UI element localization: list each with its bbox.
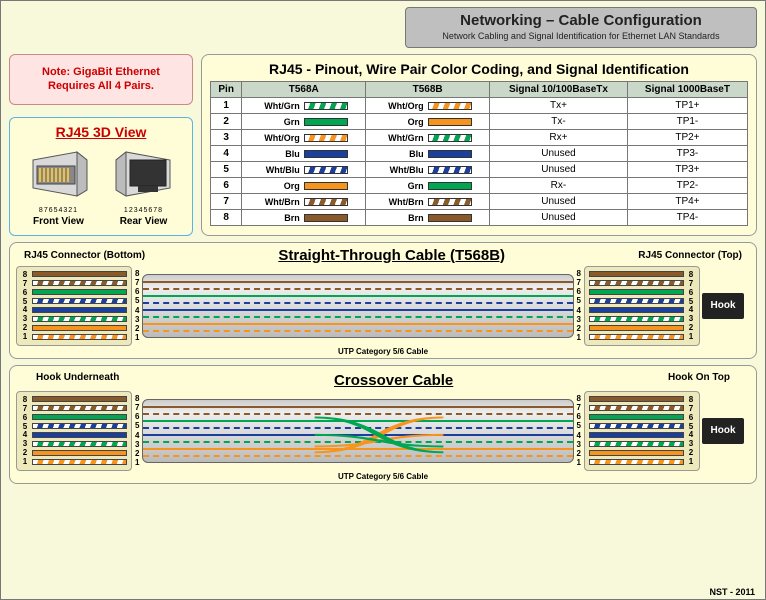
- rj45-connector: 87654321: [584, 391, 700, 471]
- table-row: 3Wht/OrgWht/GrnRx+TP2+: [211, 130, 748, 146]
- crossover-right-label: Hook On Top: [668, 372, 730, 389]
- rj45-front-icon: [27, 146, 91, 202]
- rj45-front-view: 87654321 Front View: [27, 146, 91, 227]
- pinout-table: PinT568AT568BSignal 10/100BaseTxSignal 1…: [210, 81, 748, 226]
- table-row: 1Wht/GrnWht/OrgTx+TP1+: [211, 98, 748, 114]
- table-header: T568A: [242, 82, 366, 98]
- rj45-connector: 87654321: [16, 266, 132, 346]
- straight-left-label: RJ45 Connector (Bottom): [24, 250, 145, 261]
- crossover-tube-label: UTP Category 5/6 Cable: [16, 472, 750, 481]
- hook-label: Hook: [702, 293, 744, 319]
- table-row: 6OrgGrnRx-TP2-: [211, 178, 748, 194]
- rj45-rear-icon: [112, 146, 176, 202]
- table-row: 8BrnBrnUnusedTP4-: [211, 210, 748, 226]
- rear-view-label: Rear View: [112, 216, 176, 227]
- table-row: 2GrnOrgTx-TP1-: [211, 114, 748, 130]
- cable-tube: [142, 274, 573, 338]
- table-header: Pin: [211, 82, 242, 98]
- crossover-section: Hook Underneath Crossover Cable Hook On …: [9, 365, 757, 484]
- header-panel: Networking – Cable Configuration Network…: [405, 7, 757, 48]
- table-row: 4BluBluUnusedTP3-: [211, 146, 748, 162]
- page-subtitle: Network Cabling and Signal Identificatio…: [416, 31, 746, 41]
- pinout-table-panel: RJ45 - Pinout, Wire Pair Color Coding, a…: [201, 54, 757, 236]
- pinout-table-title: RJ45 - Pinout, Wire Pair Color Coding, a…: [210, 61, 748, 77]
- cable-tube: [142, 399, 573, 463]
- table-header: Signal 10/100BaseTx: [490, 82, 628, 98]
- left-column: Note: GigaBit Ethernet Requires All 4 Pa…: [9, 54, 193, 236]
- top-row: Note: GigaBit Ethernet Requires All 4 Pa…: [1, 52, 765, 236]
- rj45-3d-view-title: RJ45 3D View: [16, 124, 186, 140]
- rj45-rear-view: 12345678 Rear View: [112, 146, 176, 227]
- crossover-title: Crossover Cable: [119, 372, 668, 389]
- rear-pin-numbers: 12345678: [112, 207, 176, 214]
- front-view-label: Front View: [27, 216, 91, 227]
- rj45-connector: 87654321: [16, 391, 132, 471]
- straight-through-section: RJ45 Connector (Bottom) Straight-Through…: [9, 242, 757, 359]
- table-row: 7Wht/BrnWht/BrnUnusedTP4+: [211, 194, 748, 210]
- straight-tube-label: UTP Category 5/6 Cable: [16, 347, 750, 356]
- table-row: 5Wht/BluWht/BluUnusedTP3+: [211, 162, 748, 178]
- table-header: T568B: [366, 82, 490, 98]
- straight-right-label: RJ45 Connector (Top): [638, 250, 742, 261]
- gigabit-note: Note: GigaBit Ethernet Requires All 4 Pa…: [9, 54, 193, 105]
- rj45-3d-view-panel: RJ45 3D View 87654321 Front View: [9, 117, 193, 236]
- straight-title: Straight-Through Cable (T568B): [145, 247, 638, 264]
- page-title: Networking – Cable Configuration: [416, 12, 746, 29]
- hook-label: Hook: [702, 418, 744, 444]
- table-header: Signal 1000BaseT: [627, 82, 747, 98]
- rj45-connector: 87654321: [584, 266, 700, 346]
- footer-credit: NST - 2011: [709, 587, 755, 597]
- crossover-left-label: Hook Underneath: [36, 372, 119, 389]
- front-pin-numbers: 87654321: [27, 207, 91, 214]
